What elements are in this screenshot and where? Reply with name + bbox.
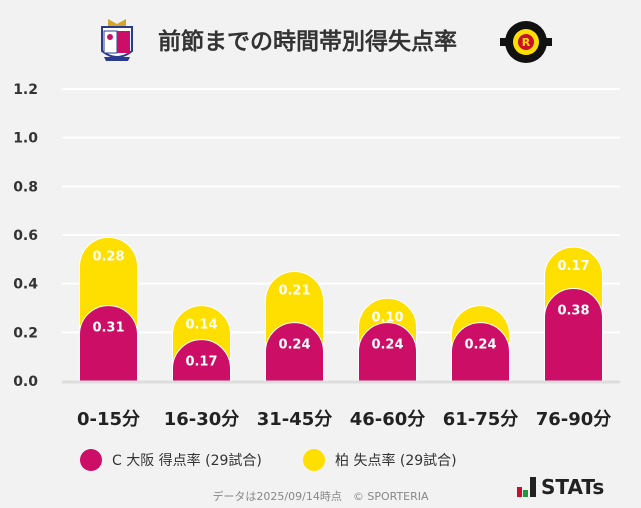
data-label: 0.24: [464, 338, 496, 353]
x-tick-label: 16-30分: [164, 409, 240, 430]
stats-bars-icon: [517, 477, 536, 497]
y-tick-label: 0.4: [13, 277, 38, 293]
kashiwa-reysol-crest-icon: R: [498, 18, 554, 70]
bar-cerezo-scored: [79, 305, 138, 382]
data-label: 0.28: [92, 249, 124, 264]
legend-item-cerezo: C 大阪 得点率 (29試合): [80, 449, 262, 471]
cerezo-osaka-crest-icon: [92, 15, 142, 69]
footer-credit: データは2025/09/14時点 © SPORTERIA: [212, 490, 429, 503]
data-label: 0.38: [557, 304, 589, 319]
data-label: 0.21: [278, 284, 310, 299]
bar-cerezo-scored: [265, 322, 324, 382]
y-tick-label: 0.0: [13, 374, 38, 390]
x-tick-label: 31-45分: [257, 409, 333, 430]
x-tick-label: 61-75分: [443, 409, 519, 430]
bar-cerezo-scored: [172, 339, 231, 382]
bar-cerezo-scored: [451, 322, 510, 382]
x-tick-label: 0-15分: [77, 409, 140, 430]
legend-label: 柏 失点率 (29試合): [335, 453, 457, 469]
legend-swatch-kashiwa: [303, 449, 325, 471]
legend-item-kashiwa: 柏 失点率 (29試合): [303, 449, 457, 471]
data-label: 0.31: [92, 321, 124, 336]
y-tick-label: 0.8: [13, 179, 38, 195]
chart-title: 前節までの時間帯別得失点率: [158, 29, 457, 55]
data-label: 0.24: [371, 338, 403, 353]
x-tick-label: 76-90分: [536, 409, 612, 430]
x-tick-label: 46-60分: [350, 409, 426, 430]
legend-label: C 大阪 得点率 (29試合): [112, 453, 262, 469]
y-tick-label: 0.6: [13, 228, 38, 244]
data-label: 0.10: [371, 310, 403, 325]
data-label: 0.24: [278, 338, 310, 353]
data-label: 0.17: [557, 259, 589, 274]
data-label: 0.14: [185, 318, 217, 333]
y-tick-label: 1.0: [13, 131, 38, 147]
chart: 0.0 0.2 0.4 0.6 0.8 1.0 1.2 0.31 0.28 0-15分 0.17 0.…: [13, 82, 620, 430]
y-tick-label: 1.2: [13, 82, 38, 98]
bar-cerezo-scored: [544, 288, 603, 382]
stats-logo: STATs: [517, 477, 604, 497]
y-tick-label: 0.2: [13, 325, 38, 341]
legend-swatch-cerezo: [80, 449, 102, 471]
bar-cerezo-scored: [358, 322, 417, 382]
svg-text:R: R: [522, 36, 531, 49]
data-label: 0.17: [185, 355, 217, 370]
